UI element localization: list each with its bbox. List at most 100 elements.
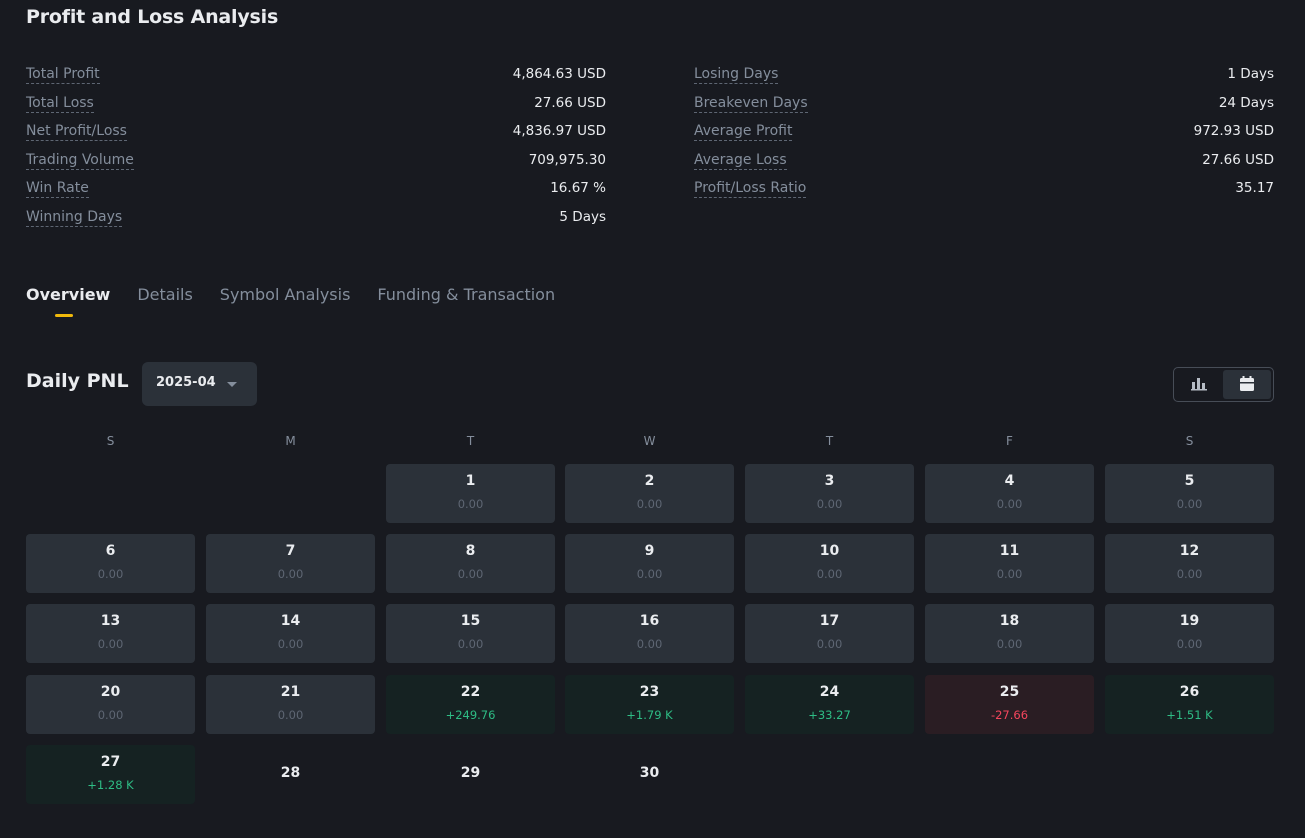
stat-label[interactable]: Trading Volume: [26, 151, 134, 170]
daily-pnl-title: Daily PNL: [26, 370, 129, 392]
calendar-day-cell[interactable]: 22 +249.76: [386, 675, 555, 734]
stat-row: Win Rate 16.67 %: [26, 176, 606, 205]
calendar-day-cell[interactable]: 10 0.00: [745, 534, 914, 593]
day-pnl-value: 0.00: [996, 497, 1023, 511]
tab-details[interactable]: Details: [137, 285, 193, 304]
calendar-day-cell[interactable]: 27 +1.28 K: [26, 745, 195, 804]
calendar-day-cell[interactable]: 6 0.00: [26, 534, 195, 593]
stat-label[interactable]: Win Rate: [26, 180, 89, 199]
weekday-label: S: [106, 434, 115, 448]
day-number: 10: [819, 543, 840, 559]
day-pnl-value: 0.00: [457, 497, 484, 511]
day-number: 23: [639, 684, 660, 700]
calendar-day-cell[interactable]: 17 0.00: [745, 604, 914, 663]
day-number: 17: [819, 613, 840, 629]
bar-chart-view-button[interactable]: [1176, 370, 1224, 399]
calendar-day-cell[interactable]: 24 +33.27: [745, 675, 914, 734]
stat-row: Net Profit/Loss 4,836.97 USD: [26, 119, 606, 148]
stat-value: 27.66 USD: [534, 94, 606, 111]
chevron-down-icon: [227, 382, 237, 387]
calendar-view-button[interactable]: [1223, 370, 1271, 399]
stat-label[interactable]: Breakeven Days: [694, 94, 808, 113]
day-pnl-value: 0.00: [636, 497, 663, 511]
day-pnl-value: 0.00: [996, 567, 1023, 581]
calendar-day-cell[interactable]: 15 0.00: [386, 604, 555, 663]
day-pnl-value: 0.00: [97, 708, 124, 722]
calendar-day-cell[interactable]: 12 0.00: [1105, 534, 1274, 593]
day-pnl-value: 0.00: [277, 567, 304, 581]
stat-label[interactable]: Losing Days: [694, 66, 779, 84]
day-pnl-value: +1.79 K: [626, 708, 673, 722]
day-number: 11: [999, 543, 1020, 559]
weekday-label: T: [825, 434, 834, 448]
stat-row: Profit/Loss Ratio 35.17: [694, 176, 1274, 205]
day-pnl-value: 0.00: [277, 637, 304, 651]
stat-label[interactable]: Winning Days: [26, 208, 123, 227]
stat-value: 972.93 USD: [1193, 123, 1274, 140]
calendar-day-cell[interactable]: 2 0.00: [565, 464, 734, 523]
calendar-day-cell[interactable]: 11 0.00: [925, 534, 1094, 593]
weekday-label: S: [1185, 434, 1194, 448]
month-select-value: 2025-04: [156, 375, 216, 390]
calendar-day-cell[interactable]: 9 0.00: [565, 534, 734, 593]
calendar-day-cell[interactable]: 3 0.00: [745, 464, 914, 523]
calendar-day-cell[interactable]: 26 +1.51 K: [1105, 675, 1274, 734]
calendar-day-cell[interactable]: 21 0.00: [206, 675, 375, 734]
day-number: 3: [824, 473, 835, 489]
day-pnl-value: 0.00: [1176, 637, 1203, 651]
day-pnl-value: +1.51 K: [1166, 708, 1213, 722]
stats-right: Losing Days 1 Days Breakeven Days 24 Days Av…: [694, 62, 1274, 205]
stat-value: 16.67 %: [550, 180, 606, 197]
day-number: 19: [1179, 613, 1200, 629]
calendar-day-cell[interactable]: 7 0.00: [206, 534, 375, 593]
calendar-day-cell[interactable]: 8 0.00: [386, 534, 555, 593]
day-pnl-value: 0.00: [996, 637, 1023, 651]
calendar-day-cell[interactable]: 23 +1.79 K: [565, 675, 734, 734]
day-pnl-value: +249.76: [445, 708, 496, 722]
stat-row: Total Loss 27.66 USD: [26, 91, 606, 120]
stat-label[interactable]: Profit/Loss Ratio: [694, 180, 807, 199]
calendar-day-cell[interactable]: 1 0.00: [386, 464, 555, 523]
day-number: 25: [999, 684, 1020, 700]
day-number: 9: [644, 543, 655, 559]
day-number: 16: [639, 613, 660, 629]
day-pnl-value: 0.00: [457, 567, 484, 581]
stat-label[interactable]: Average Profit: [694, 123, 793, 142]
calendar-day-cell[interactable]: 5 0.00: [1105, 464, 1274, 523]
calendar-day-cell[interactable]: 14 0.00: [206, 604, 375, 663]
tab-overview[interactable]: Overview: [26, 285, 111, 317]
view-toggle: [1173, 367, 1274, 402]
month-select[interactable]: 2025-04: [142, 362, 257, 406]
day-number: 13: [100, 613, 121, 629]
calendar-day-cell[interactable]: 29: [386, 745, 555, 804]
calendar-day-cell[interactable]: 19 0.00: [1105, 604, 1274, 663]
day-number: 30: [639, 765, 660, 781]
day-pnl-value: 0.00: [457, 637, 484, 651]
day-number: 22: [460, 684, 481, 700]
stat-label[interactable]: Net Profit/Loss: [26, 123, 127, 142]
day-pnl-value: 0.00: [1176, 567, 1203, 581]
stat-label[interactable]: Total Profit: [26, 66, 100, 84]
tab-funding-transaction[interactable]: Funding & Transaction: [377, 285, 556, 304]
day-pnl-value: 0.00: [636, 567, 663, 581]
calendar-day-cell[interactable]: 28: [206, 745, 375, 804]
page-title: Profit and Loss Analysis: [26, 6, 279, 28]
calendar-day-cell[interactable]: 25 -27.66: [925, 675, 1094, 734]
calendar-day-cell[interactable]: 20 0.00: [26, 675, 195, 734]
calendar-day-cell[interactable]: 4 0.00: [925, 464, 1094, 523]
stat-value: 24 Days: [1218, 94, 1274, 111]
day-pnl-value: 0.00: [816, 567, 843, 581]
calendar-day-cell[interactable]: 16 0.00: [565, 604, 734, 663]
day-pnl-value: 0.00: [277, 708, 304, 722]
day-number: 2: [644, 473, 655, 489]
stat-label[interactable]: Average Loss: [694, 151, 787, 170]
tab-symbol-analysis[interactable]: Symbol Analysis: [219, 285, 351, 304]
calendar-day-cell[interactable]: 13 0.00: [26, 604, 195, 663]
calendar-day-cell[interactable]: 30: [565, 745, 734, 804]
day-number: 18: [999, 613, 1020, 629]
day-number: 6: [105, 543, 116, 559]
day-number: 26: [1179, 684, 1200, 700]
stat-label[interactable]: Total Loss: [26, 94, 94, 113]
calendar-day-cell[interactable]: 18 0.00: [925, 604, 1094, 663]
stats-left: Total Profit 4,864.63 USD Total Loss 27.66 …: [26, 62, 606, 234]
